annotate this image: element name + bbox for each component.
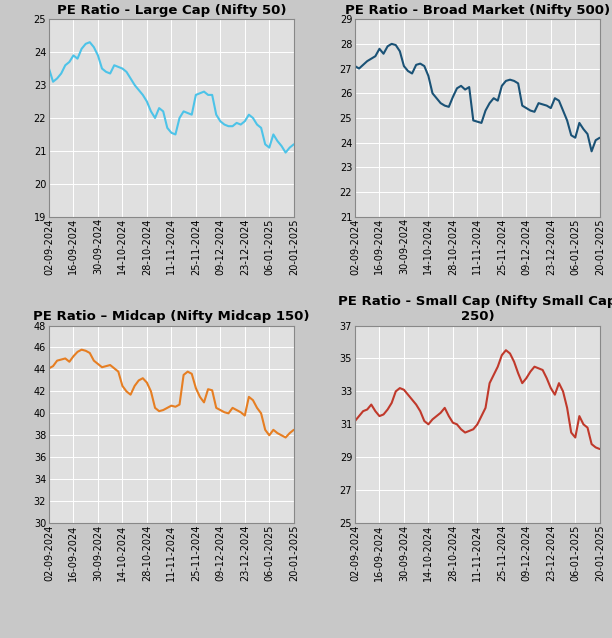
Title: PE Ratio - Broad Market (Nifty 500): PE Ratio - Broad Market (Nifty 500) [345,4,610,17]
Title: PE Ratio – Midcap (Nifty Midcap 150): PE Ratio – Midcap (Nifty Midcap 150) [33,310,310,323]
Title: PE Ratio - Large Cap (Nifty 50): PE Ratio - Large Cap (Nifty 50) [57,4,286,17]
Title: PE Ratio - Small Cap (Nifty Small Cap
250): PE Ratio - Small Cap (Nifty Small Cap 25… [338,295,612,323]
